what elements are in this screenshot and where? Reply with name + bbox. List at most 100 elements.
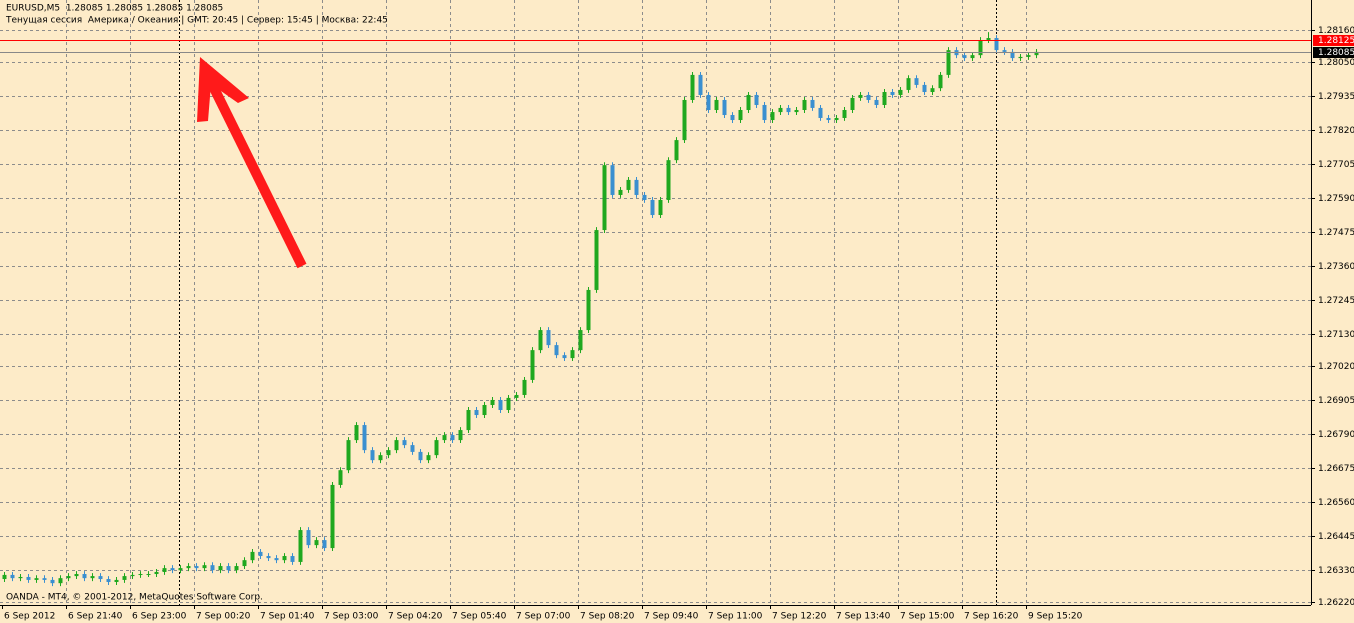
candle-body (314, 540, 319, 546)
candle-body (370, 450, 375, 461)
y-tick-label: 1.26445 (1318, 532, 1354, 542)
candle-body (386, 450, 391, 456)
candle-body (546, 330, 551, 346)
candle-body (914, 78, 919, 85)
candle-body (642, 194, 647, 200)
candle-body (338, 470, 343, 485)
y-tick-label: 1.27475 (1318, 228, 1354, 238)
candle-body (906, 78, 911, 90)
candle-body (50, 579, 55, 584)
candle-body (106, 579, 111, 582)
candle-body (146, 574, 151, 576)
chart-title: EURUSD,M5 1.28085 1.28085 1.28085 1.2808… (6, 4, 223, 14)
x-tick-label: 7 Sep 15:00 (900, 612, 955, 622)
footer: OANDA - MT4, © 2001-2012, MetaQuotes Sof… (6, 593, 263, 603)
x-tick-label: 7 Sep 05:40 (452, 612, 507, 622)
x-tick-label: 7 Sep 04:20 (388, 612, 443, 622)
ask-label: 1.28125 (1318, 36, 1354, 46)
candle-body (882, 92, 887, 105)
candle-body (346, 440, 351, 471)
candle-body (610, 165, 615, 195)
candle-body (594, 230, 599, 290)
candle-body (170, 568, 175, 571)
candle-body (1034, 51, 1039, 56)
candle-body (34, 578, 39, 580)
candle-body (322, 540, 327, 549)
candle-body (714, 99, 719, 111)
y-tick-label: 1.28160 (1318, 26, 1354, 36)
candle-body (994, 38, 999, 51)
x-tick-label: 7 Sep 03:00 (324, 612, 379, 622)
y-tick-label: 1.27360 (1318, 262, 1354, 272)
x-tick-label: 7 Sep 12:20 (772, 612, 827, 622)
candle-body (90, 576, 95, 579)
candle-body (1018, 56, 1023, 59)
candle-body (586, 289, 591, 331)
x-tick-label: 7 Sep 08:20 (580, 612, 635, 622)
candle-body (458, 430, 463, 441)
candle-body (554, 345, 559, 356)
candle-body (770, 112, 775, 121)
candle-body (130, 574, 135, 577)
arrow-head (197, 57, 249, 122)
candle-body (562, 355, 567, 359)
candle-body (394, 440, 399, 451)
y-tick-label: 1.26560 (1318, 498, 1354, 508)
candle-body (762, 104, 767, 121)
candle-body (602, 165, 607, 231)
candle-body (498, 399, 503, 411)
x-tick-label: 7 Sep 07:00 (516, 612, 571, 622)
y-tick-label: 1.26330 (1318, 566, 1354, 576)
x-tick-label: 7 Sep 01:40 (260, 612, 315, 622)
candle-body (618, 189, 623, 195)
candle-body (682, 99, 687, 141)
x-tick-label: 7 Sep 09:40 (644, 612, 699, 622)
x-tick-label: 7 Sep 16:20 (964, 612, 1019, 622)
candle-body (538, 330, 543, 351)
candle-body (482, 404, 487, 416)
candle-body (98, 576, 103, 580)
ask-label-box (1313, 35, 1354, 46)
candle-body (522, 379, 527, 395)
x-tick-label: 6 Sep 2012 (4, 612, 55, 622)
candle-body (842, 110, 847, 118)
candle-body (850, 97, 855, 111)
candle-body (650, 199, 655, 216)
y-tick-label: 1.27705 (1318, 160, 1354, 170)
candle-body (810, 99, 815, 108)
candle-body (826, 117, 831, 121)
x-tick-label: 9 Sep 15:20 (1028, 612, 1083, 622)
arrow-shaft (205, 77, 307, 269)
candle-body (706, 94, 711, 111)
candle-body (410, 445, 415, 452)
candle-body (2, 574, 7, 580)
bid-label-box (1313, 47, 1354, 58)
candle-body (578, 330, 583, 351)
y-tick-label: 1.27245 (1318, 296, 1354, 306)
candle-body (274, 558, 279, 561)
y-tick-label: 1.28050 (1318, 58, 1354, 68)
x-tick-label: 7 Sep 11:00 (708, 612, 763, 622)
candle-body (834, 117, 839, 121)
candle-body (234, 566, 239, 571)
candle-body (154, 571, 159, 575)
candle-body (890, 92, 895, 95)
annotation-arrow (197, 57, 307, 269)
candle-body (266, 556, 271, 559)
candle-body (730, 115, 735, 121)
candle-body (946, 50, 951, 75)
chart-subtitle: Тенущая сессия Америка / Океания | GMT: … (5, 16, 388, 26)
x-tick-label: 6 Sep 23:00 (132, 612, 187, 622)
candle-body (802, 99, 807, 111)
candle-body (738, 110, 743, 121)
candle-body (42, 578, 47, 580)
candle-body (362, 425, 367, 451)
candle-body (202, 565, 207, 569)
candle-body (786, 107, 791, 113)
candle-body (18, 576, 23, 579)
x-tick-label: 7 Sep 00:20 (196, 612, 251, 622)
candle-body (922, 84, 927, 93)
candle-body (698, 74, 703, 95)
candle-body (82, 574, 87, 579)
candle-body (186, 566, 191, 569)
